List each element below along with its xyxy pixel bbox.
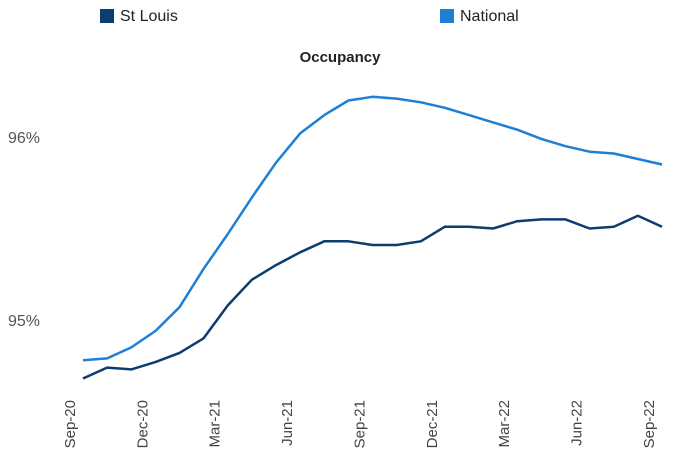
chart-title: Occupancy (300, 49, 382, 66)
y-tick-label: 96% (8, 130, 40, 147)
legend-label: St Louis (120, 8, 178, 25)
legend-swatch (100, 9, 114, 23)
x-tick-label: Mar-22 (496, 400, 513, 448)
series-line (82, 95, 663, 362)
series-line (82, 214, 663, 380)
x-tick-label: Jun-22 (569, 400, 586, 446)
y-tick-label: 95% (8, 313, 40, 330)
legend-label: National (460, 8, 519, 25)
x-tick-label: Sep-21 (351, 400, 368, 448)
x-tick-label: Mar-21 (207, 400, 224, 448)
x-tick-label: Dec-20 (134, 400, 151, 448)
x-tick-label: Dec-21 (424, 400, 441, 448)
legend-swatch (440, 9, 454, 23)
x-tick-label: Jun-21 (279, 400, 296, 446)
x-tick-label: Sep-22 (641, 400, 658, 448)
x-tick-label: Sep-20 (62, 400, 79, 448)
